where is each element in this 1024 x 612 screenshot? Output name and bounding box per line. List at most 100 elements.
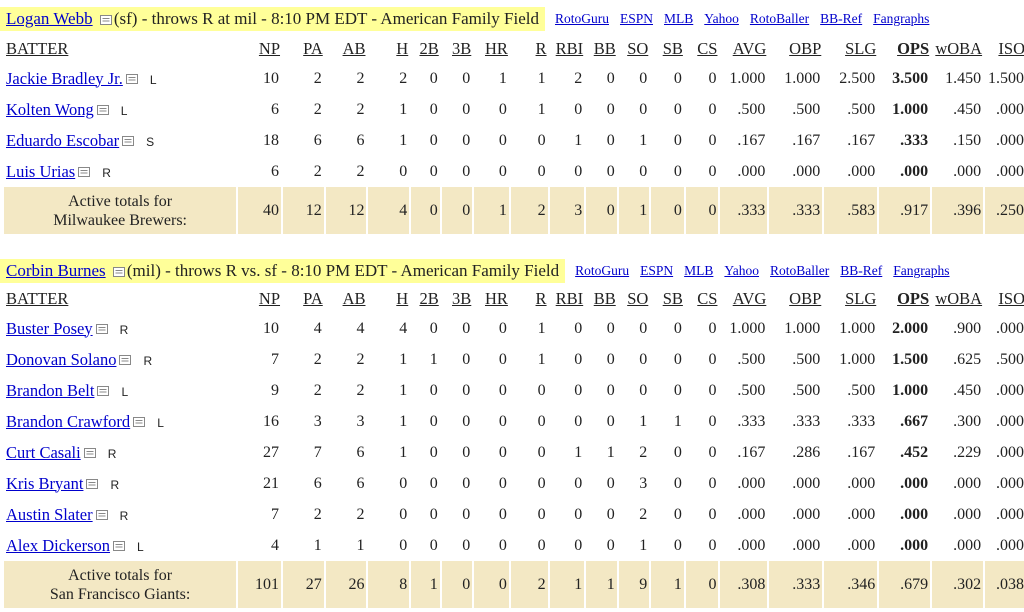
link-yahoo[interactable]: Yahoo (724, 263, 760, 278)
batter-link[interactable]: Eduardo Escobar (6, 130, 120, 150)
link-bbref[interactable]: BB-Ref (840, 263, 883, 278)
column-header-ab[interactable]: AB (342, 38, 366, 58)
pitcher-link[interactable]: Corbin Burnes (6, 261, 106, 280)
link-mlb[interactable]: MLB (664, 11, 694, 26)
column-header-cs[interactable]: CS (697, 288, 718, 308)
stat-cell-h: 2 (399, 69, 408, 87)
column-header-avg[interactable]: AVG (732, 288, 767, 308)
stat-cell-ops: .000 (900, 505, 929, 523)
batter-link[interactable]: Buster Posey (6, 318, 93, 338)
link-fangraphs[interactable]: Fangraphs (873, 11, 930, 26)
batter-link[interactable]: Jackie Bradley Jr. (6, 68, 123, 88)
column-header-woba[interactable]: wOBA (935, 288, 983, 308)
note-icon[interactable] (99, 14, 112, 26)
note-icon[interactable] (78, 167, 91, 178)
column-header-iso[interactable]: ISO (998, 38, 1024, 58)
stat-cell-ops: 2.000 (892, 319, 929, 337)
column-header-pa[interactable]: PA (303, 288, 323, 308)
stat-cell-woba: .150 (953, 131, 982, 149)
column-header-so[interactable]: SO (627, 288, 649, 308)
total-cell-woba: .302 (932, 561, 984, 608)
link-rotoguru[interactable]: RotoGuru (554, 11, 609, 26)
stat-cell-obp: 1.000 (784, 319, 821, 337)
column-header-sb[interactable]: SB (662, 288, 683, 308)
stat-cell-woba: .229 (953, 443, 982, 461)
column-header-2b[interactable]: 2B (419, 38, 439, 58)
pitcher-header: Logan Webb (sf) - throws R at mil - 8:10… (0, 6, 1024, 32)
column-header-3b[interactable]: 3B (452, 38, 472, 58)
column-header-2b[interactable]: 2B (419, 288, 439, 308)
batter-link[interactable]: Brandon Crawford (6, 411, 131, 431)
note-icon[interactable] (112, 266, 125, 278)
note-icon[interactable] (95, 510, 108, 521)
stat-cell-ab: 6 (356, 474, 365, 492)
column-header-slg[interactable]: SLG (845, 288, 877, 308)
column-header-obp[interactable]: OBP (789, 288, 822, 308)
column-header-h[interactable]: H (396, 288, 409, 308)
column-header-hr[interactable]: HR (484, 38, 508, 58)
link-yahoo[interactable]: Yahoo (704, 11, 739, 26)
column-header-rbi[interactable]: RBI (555, 288, 584, 308)
column-header-bb[interactable]: BB (593, 288, 616, 308)
note-icon[interactable] (119, 355, 132, 366)
column-header-ab[interactable]: AB (342, 288, 366, 308)
column-header-pa[interactable]: PA (303, 38, 323, 58)
link-rotoballer[interactable]: RotoBaller (770, 263, 830, 278)
stat-cell-cs: 0 (708, 536, 717, 554)
column-header-3b[interactable]: 3B (452, 288, 472, 308)
note-icon[interactable] (125, 74, 138, 85)
note-icon[interactable] (97, 386, 110, 397)
note-icon[interactable] (133, 417, 146, 428)
stat-cell-r: 1 (537, 350, 546, 368)
column-header-batter[interactable]: BATTER (6, 288, 69, 308)
stat-cell-r: 0 (537, 131, 546, 149)
link-espn[interactable]: ESPN (640, 263, 674, 278)
link-bbref[interactable]: BB-Ref (820, 11, 863, 26)
column-header-rbi[interactable]: RBI (555, 38, 584, 58)
batter-link[interactable]: Austin Slater (6, 504, 93, 524)
total-cell-2b: 1 (411, 561, 440, 608)
batter-link[interactable]: Donovan Solano (6, 349, 117, 369)
column-header-h[interactable]: H (396, 38, 409, 58)
column-header-iso[interactable]: ISO (998, 288, 1024, 308)
column-header-avg[interactable]: AVG (732, 38, 767, 58)
note-icon[interactable] (122, 136, 135, 147)
stat-cell-rbi: 0 (574, 412, 583, 430)
column-header-ops[interactable]: OPS (897, 38, 930, 58)
column-header-obp[interactable]: OBP (789, 38, 822, 58)
pitcher-link[interactable]: Logan Webb (6, 9, 93, 28)
stat-cell-avg: .500 (737, 100, 766, 118)
note-icon[interactable] (83, 448, 96, 459)
batter-link[interactable]: Luis Urias (6, 161, 76, 181)
link-fangraphs[interactable]: Fangraphs (893, 263, 950, 278)
link-espn[interactable]: ESPN (619, 11, 653, 26)
total-cell-ab: 26 (325, 561, 367, 608)
link-mlb[interactable]: MLB (684, 263, 714, 278)
stat-cell-ab: 2 (356, 350, 365, 368)
column-header-bb[interactable]: BB (593, 38, 616, 58)
batter-link[interactable]: Alex Dickerson (6, 535, 111, 555)
column-header-ops[interactable]: OPS (897, 288, 930, 308)
batter-link[interactable]: Kris Bryant (6, 473, 84, 493)
column-header-batter[interactable]: BATTER (6, 38, 69, 58)
note-icon[interactable] (96, 105, 109, 116)
batter-link[interactable]: Curt Casali (6, 442, 81, 462)
note-icon[interactable] (86, 479, 99, 490)
link-rotoballer[interactable]: RotoBaller (749, 11, 810, 26)
batter-link[interactable]: Kolten Wong (6, 99, 94, 119)
column-header-np[interactable]: NP (258, 288, 281, 308)
column-header-r[interactable]: R (535, 288, 547, 308)
column-header-slg[interactable]: SLG (845, 38, 877, 58)
column-header-cs[interactable]: CS (697, 38, 718, 58)
column-header-r[interactable]: R (535, 38, 547, 58)
note-icon[interactable] (113, 541, 126, 552)
column-header-so[interactable]: SO (627, 38, 649, 58)
column-header-woba[interactable]: wOBA (935, 38, 983, 58)
stat-cell-slg: .000 (847, 536, 876, 554)
column-header-np[interactable]: NP (258, 38, 281, 58)
note-icon[interactable] (95, 324, 108, 335)
column-header-hr[interactable]: HR (484, 288, 508, 308)
batter-link[interactable]: Brandon Belt (6, 380, 95, 400)
link-rotoguru[interactable]: RotoGuru (575, 263, 630, 278)
column-header-sb[interactable]: SB (662, 38, 683, 58)
